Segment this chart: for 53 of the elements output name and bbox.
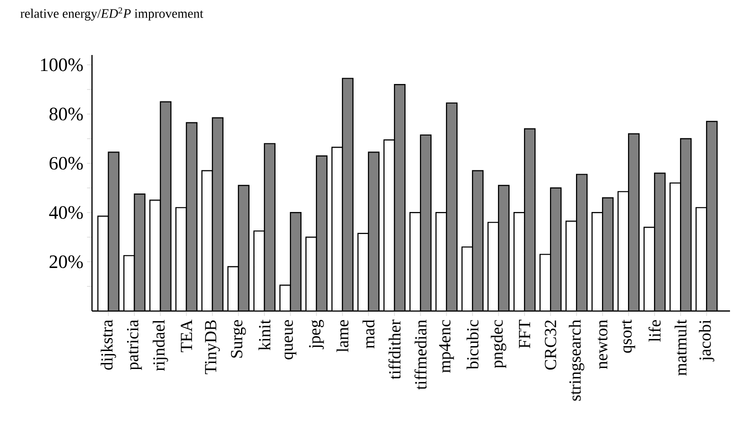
- bar: [290, 212, 302, 311]
- x-tick-label: queue: [284, 320, 296, 360]
- y-tick-label: 80%: [50, 108, 83, 120]
- bar: [472, 170, 484, 311]
- bar: [238, 184, 250, 311]
- bar: [628, 133, 640, 311]
- bar: [264, 143, 276, 311]
- bar: [498, 184, 510, 311]
- x-tick-label: bicubic: [466, 320, 478, 370]
- x-tick-label: life: [648, 320, 661, 342]
- y-tick-label: 40%: [49, 206, 83, 219]
- bar: [134, 194, 146, 311]
- x-tick-label: mp4enc: [439, 320, 454, 373]
- y-tick-label: 20%: [50, 255, 83, 268]
- x-tick-label: rijndael: [152, 320, 168, 371]
- x-tick-label: matmult: [674, 320, 687, 376]
- bar: [368, 152, 380, 311]
- bar: [524, 128, 536, 311]
- bar: [394, 84, 406, 311]
- chart-title: relative energy/ED$^{2}$P improvement: [20, 7, 204, 21]
- bar: [654, 172, 666, 311]
- x-tick-label: FFT: [518, 320, 530, 348]
- x-tick-label: TinyDB: [204, 320, 220, 374]
- x-tick-label: mad: [362, 320, 374, 348]
- x-tick-label: kinit: [258, 320, 270, 350]
- y-tick-label: 100%: [40, 58, 83, 72]
- x-tick-label: pngdec: [490, 320, 506, 368]
- bar: [316, 155, 328, 311]
- bar: [446, 102, 458, 311]
- bar: [342, 78, 354, 311]
- x-tick-label: lame: [336, 320, 348, 352]
- x-tick-label: jpeg: [309, 320, 324, 350]
- x-tick-label: TEA: [180, 320, 192, 352]
- x-tick-label: stringsearch: [568, 320, 584, 401]
- x-tick-label: Surge: [230, 320, 246, 358]
- bar: [420, 134, 432, 311]
- x-tick-label: patricia: [126, 320, 142, 370]
- bar: [160, 101, 172, 311]
- x-tick-label: CRC32: [544, 320, 556, 370]
- bar: [550, 187, 562, 311]
- bar: [706, 120, 718, 311]
- x-tick-label: newton: [598, 320, 608, 369]
- bar: [576, 174, 588, 311]
- x-tick-label: jacobi: [698, 320, 714, 362]
- bar: [212, 117, 224, 311]
- bar: [680, 138, 692, 311]
- bar: [186, 122, 198, 311]
- x-tick-label: dijkstra: [100, 320, 116, 370]
- x-tick-label: tiffdither: [388, 320, 401, 380]
- x-tick-label: qsort: [622, 320, 636, 353]
- y-tick-label: 60%: [50, 156, 83, 170]
- x-tick-label: tiffmedian: [414, 320, 427, 390]
- bar: [108, 152, 120, 311]
